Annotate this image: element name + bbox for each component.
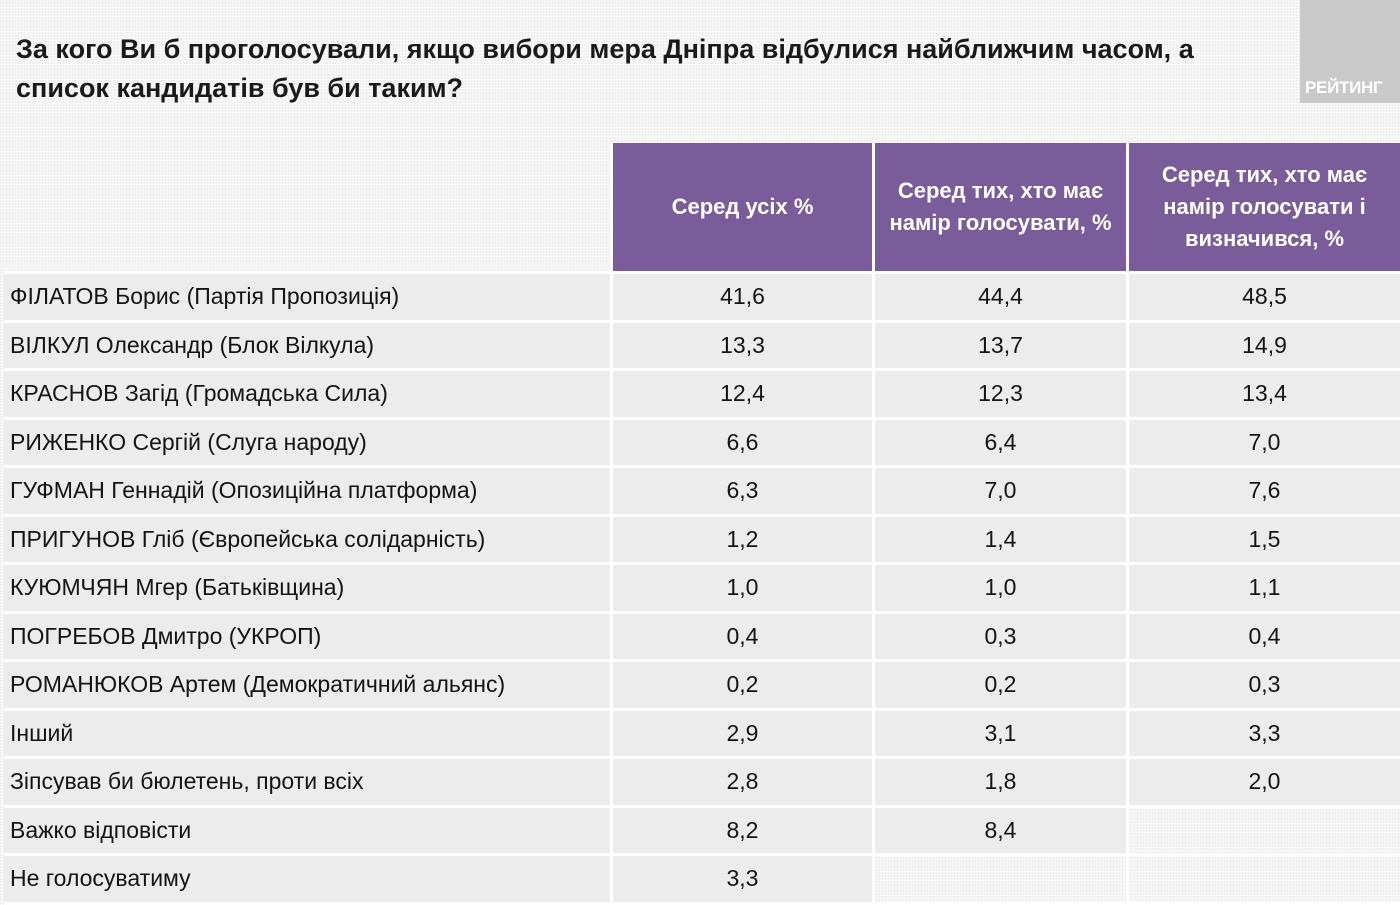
- table-row: РИЖЕНКО Сергій (Слуга народу) 6,6 6,4 7,0: [4, 419, 1400, 468]
- candidate-name: КРАСНОВ Загід (Громадська Сила): [4, 371, 613, 420]
- table-row: РОМАНЮКОВ Артем (Демократичний альянс) 0,…: [4, 662, 1400, 711]
- page-title: За кого Ви б проголосували, якщо вибори …: [16, 30, 1256, 108]
- value-intend: [875, 856, 1129, 905]
- value-decided: [1129, 856, 1400, 905]
- value-all: 2,9: [613, 710, 875, 759]
- value-all: 0,2: [613, 662, 875, 711]
- value-all: 3,3: [613, 856, 875, 905]
- value-decided: 2,0: [1129, 759, 1400, 808]
- header-corner: [4, 143, 613, 274]
- candidate-name: Зіпсував би бюлетень, проти всіх: [4, 759, 613, 808]
- header-all: Серед усіх %: [613, 143, 875, 274]
- value-all: 6,6: [613, 419, 875, 468]
- table-row: КУЮМЧЯН Мгер (Батьківщина) 1,0 1,0 1,1: [4, 565, 1400, 614]
- value-decided: 1,1: [1129, 565, 1400, 614]
- table-row: ПОГРЕБОВ Дмитро (УКРОП) 0,4 0,3 0,4: [4, 613, 1400, 662]
- candidate-name: КУЮМЧЯН Мгер (Батьківщина): [4, 565, 613, 614]
- value-decided: 48,5: [1129, 274, 1400, 323]
- value-intend: 1,0: [875, 565, 1129, 614]
- value-all: 1,2: [613, 516, 875, 565]
- value-all: 41,6: [613, 274, 875, 323]
- value-all: 13,3: [613, 322, 875, 371]
- candidate-name: Важко відповісти: [4, 807, 613, 856]
- value-intend: 0,3: [875, 613, 1129, 662]
- value-decided: 14,9: [1129, 322, 1400, 371]
- title-line-2: список кандидатів був би таким?: [16, 73, 464, 103]
- header-intend: Серед тих, хто має намір голосувати, %: [875, 143, 1129, 274]
- value-intend: 1,4: [875, 516, 1129, 565]
- table-row: Не голосуватиму 3,3: [4, 856, 1400, 905]
- table-row: КРАСНОВ Загід (Громадська Сила) 12,4 12,3 1…: [4, 371, 1400, 420]
- value-all: 2,8: [613, 759, 875, 808]
- table-row: Інший 2,9 3,1 3,3: [4, 710, 1400, 759]
- table-body: ФІЛАТОВ Борис (Партія Пропозиція) 41,6 44,…: [4, 274, 1400, 905]
- value-decided: 0,3: [1129, 662, 1400, 711]
- table-row: Важко відповісти 8,2 8,4: [4, 807, 1400, 856]
- table-row: ФІЛАТОВ Борис (Партія Пропозиція) 41,6 44,…: [4, 274, 1400, 323]
- value-intend: 0,2: [875, 662, 1129, 711]
- candidate-name: ПРИГУНОВ Гліб (Європейська солідарність): [4, 516, 613, 565]
- table-row: Зіпсував би бюлетень, проти всіх 2,8 1,8 2,…: [4, 759, 1400, 808]
- value-intend: 1,8: [875, 759, 1129, 808]
- value-all: 8,2: [613, 807, 875, 856]
- value-decided: 13,4: [1129, 371, 1400, 420]
- value-decided: 1,5: [1129, 516, 1400, 565]
- title-line-1: За кого Ви б проголосували, якщо вибори …: [16, 34, 1194, 64]
- value-decided: 7,0: [1129, 419, 1400, 468]
- header-row: Серед усіх % Серед тих, хто має намір го…: [4, 143, 1400, 274]
- candidate-name: Інший: [4, 710, 613, 759]
- table-row: ВІЛКУЛ Олександр (Блок Вілкула) 13,3 13,7 1…: [4, 322, 1400, 371]
- table-row: ПРИГУНОВ Гліб (Європейська солідарність)…: [4, 516, 1400, 565]
- value-intend: 6,4: [875, 419, 1129, 468]
- candidate-name: ГУФМАН Геннадій (Опозиційна платформа): [4, 468, 613, 517]
- value-all: 12,4: [613, 371, 875, 420]
- value-decided: [1129, 808, 1400, 856]
- header-decided: Серед тих, хто має намір голосувати і ви…: [1129, 143, 1400, 274]
- value-intend: 7,0: [875, 468, 1129, 517]
- value-intend: 44,4: [875, 274, 1129, 323]
- value-decided: 7,6: [1129, 468, 1400, 517]
- logo-text: РЕЙТИНГ: [1305, 78, 1383, 97]
- value-all: 0,4: [613, 613, 875, 662]
- candidate-name: ФІЛАТОВ Борис (Партія Пропозиція): [4, 274, 613, 323]
- candidate-name: РИЖЕНКО Сергій (Слуга народу): [4, 419, 613, 468]
- candidate-name: ПОГРЕБОВ Дмитро (УКРОП): [4, 613, 613, 662]
- candidate-name: РОМАНЮКОВ Артем (Демократичний альянс): [4, 662, 613, 711]
- value-intend: 8,4: [875, 807, 1129, 856]
- rating-logo: РЕЙТИНГ: [1300, 0, 1400, 103]
- candidate-name: Не голосуватиму: [4, 856, 613, 905]
- value-decided: 3,3: [1129, 710, 1400, 759]
- value-all: 1,0: [613, 565, 875, 614]
- value-intend: 13,7: [875, 322, 1129, 371]
- results-table: Серед усіх % Серед тих, хто має намір го…: [4, 143, 1400, 905]
- candidate-name: ВІЛКУЛ Олександр (Блок Вілкула): [4, 322, 613, 371]
- table-row: ГУФМАН Геннадій (Опозиційна платформа) 6,…: [4, 468, 1400, 517]
- value-intend: 12,3: [875, 371, 1129, 420]
- value-decided: 0,4: [1129, 613, 1400, 662]
- value-intend: 3,1: [875, 710, 1129, 759]
- value-all: 6,3: [613, 468, 875, 517]
